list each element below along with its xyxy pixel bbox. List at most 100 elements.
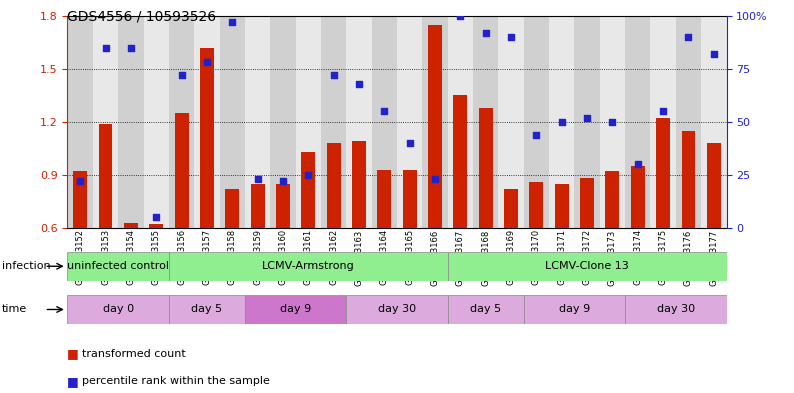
Bar xyxy=(574,16,599,228)
Bar xyxy=(225,189,239,228)
Bar xyxy=(448,295,524,324)
Bar xyxy=(555,184,569,228)
Bar xyxy=(144,16,169,228)
Bar xyxy=(326,143,341,228)
Bar xyxy=(352,141,366,228)
Text: infection: infection xyxy=(2,261,50,271)
Bar xyxy=(67,252,169,281)
Text: day 5: day 5 xyxy=(191,305,222,314)
Bar xyxy=(524,16,549,228)
Point xyxy=(327,72,340,78)
Point xyxy=(302,172,314,178)
Bar xyxy=(67,295,169,324)
Text: transformed count: transformed count xyxy=(82,349,186,359)
Bar xyxy=(422,16,448,228)
Point xyxy=(175,72,188,78)
Bar xyxy=(245,295,346,324)
Text: percentile rank within the sample: percentile rank within the sample xyxy=(82,376,270,386)
Bar xyxy=(676,16,701,228)
Point xyxy=(251,176,264,182)
Bar xyxy=(701,16,727,228)
Bar xyxy=(321,16,346,228)
Text: LCMV-Armstrong: LCMV-Armstrong xyxy=(262,261,355,271)
Bar xyxy=(200,48,214,228)
Bar xyxy=(169,295,245,324)
Bar xyxy=(98,124,113,228)
Text: time: time xyxy=(2,305,27,314)
Bar xyxy=(448,16,473,228)
Bar xyxy=(630,166,645,228)
Point xyxy=(150,214,163,220)
Bar xyxy=(625,295,727,324)
Bar xyxy=(124,222,138,228)
Bar xyxy=(149,224,164,228)
Point xyxy=(530,131,543,138)
Bar xyxy=(403,170,417,228)
Bar xyxy=(346,295,448,324)
Bar xyxy=(606,171,619,228)
Bar xyxy=(295,16,321,228)
Bar xyxy=(479,108,493,228)
Point xyxy=(429,176,441,182)
Text: day 5: day 5 xyxy=(470,305,501,314)
Text: day 30: day 30 xyxy=(378,305,416,314)
Bar xyxy=(580,178,594,228)
Bar xyxy=(118,16,144,228)
Point xyxy=(707,51,720,57)
Bar xyxy=(428,25,442,228)
Point xyxy=(403,140,416,146)
Point xyxy=(353,81,365,87)
Point xyxy=(631,161,644,167)
Bar xyxy=(504,189,518,228)
Bar xyxy=(549,16,574,228)
Point xyxy=(201,59,214,66)
Text: day 30: day 30 xyxy=(657,305,695,314)
Point xyxy=(556,119,569,125)
Point xyxy=(125,44,137,51)
Text: uninfected control: uninfected control xyxy=(67,261,169,271)
Bar xyxy=(195,16,220,228)
Bar xyxy=(650,16,676,228)
Bar xyxy=(270,16,295,228)
Point xyxy=(480,29,492,36)
Bar xyxy=(245,16,270,228)
Point xyxy=(74,178,87,184)
Text: LCMV-Clone 13: LCMV-Clone 13 xyxy=(545,261,629,271)
Point xyxy=(606,119,619,125)
Point xyxy=(580,114,593,121)
Bar xyxy=(681,130,696,228)
Bar xyxy=(175,113,188,228)
Text: GDS4556 / 10593526: GDS4556 / 10593526 xyxy=(67,10,217,24)
Bar xyxy=(346,16,372,228)
Bar xyxy=(169,16,195,228)
Text: ■: ■ xyxy=(67,347,83,360)
Bar xyxy=(93,16,118,228)
Point xyxy=(99,44,112,51)
Text: day 9: day 9 xyxy=(559,305,590,314)
Bar xyxy=(276,184,290,228)
Bar xyxy=(67,16,93,228)
Bar xyxy=(251,184,264,228)
Bar xyxy=(707,143,721,228)
Bar xyxy=(453,95,468,228)
Point xyxy=(225,19,238,25)
Text: ■: ■ xyxy=(67,375,83,388)
Text: day 0: day 0 xyxy=(102,305,133,314)
Bar xyxy=(625,16,650,228)
Bar xyxy=(397,16,422,228)
Bar xyxy=(73,171,87,228)
Bar xyxy=(372,16,397,228)
Point xyxy=(682,34,695,40)
Point xyxy=(454,13,467,19)
Bar xyxy=(530,182,543,228)
Bar xyxy=(220,16,245,228)
Bar xyxy=(599,16,625,228)
Bar xyxy=(169,252,448,281)
Text: day 9: day 9 xyxy=(280,305,311,314)
Bar xyxy=(377,170,391,228)
Bar xyxy=(473,16,499,228)
Bar xyxy=(448,252,727,281)
Bar xyxy=(301,152,315,228)
Point xyxy=(505,34,518,40)
Point xyxy=(378,108,391,114)
